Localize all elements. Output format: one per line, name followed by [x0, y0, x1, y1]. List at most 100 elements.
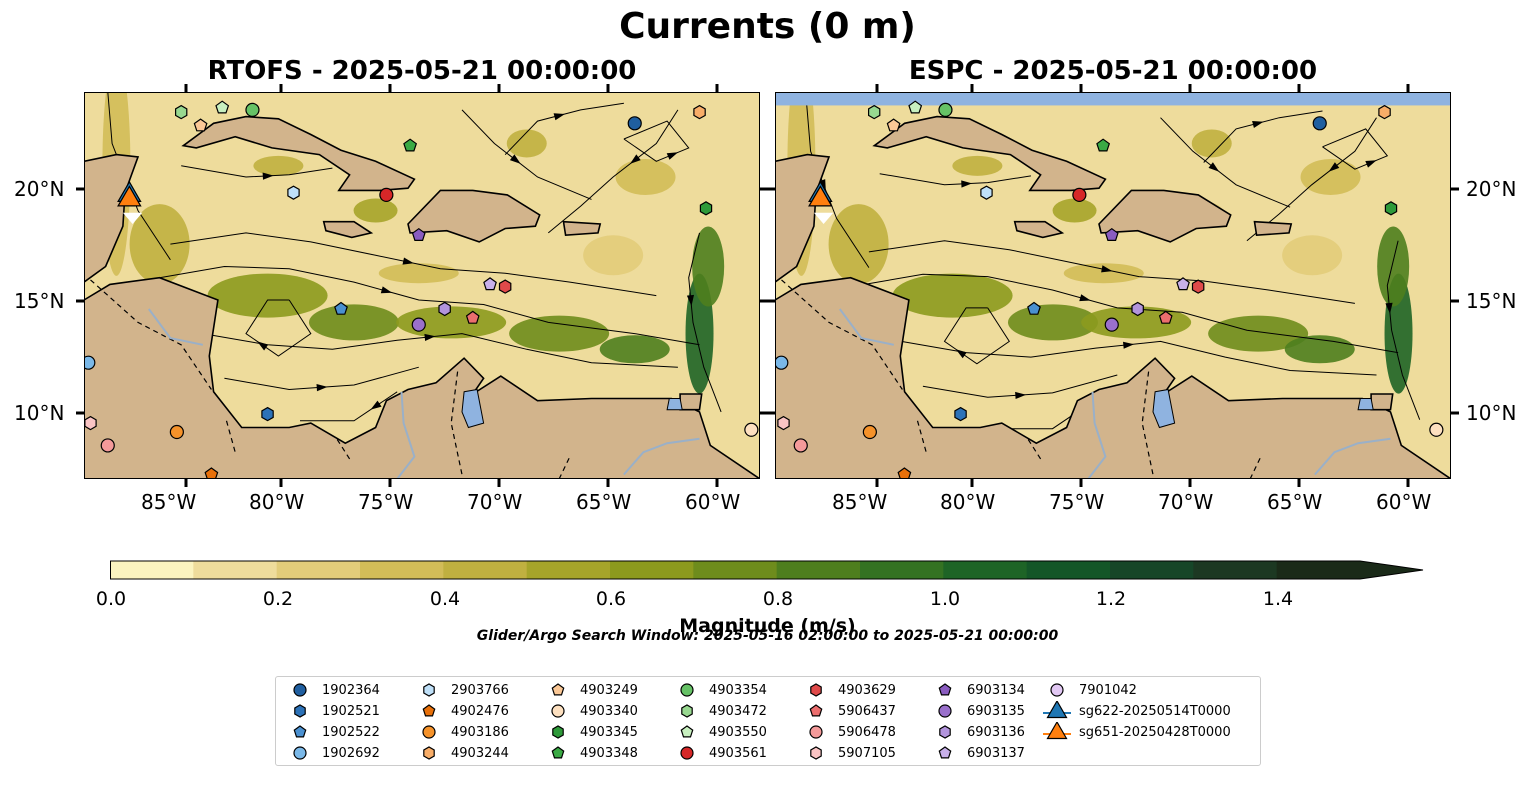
- legend-item: 5906478: [802, 722, 896, 742]
- x-tick-label: 60°W: [685, 490, 741, 514]
- legend-item: 4903186: [415, 722, 509, 742]
- streamline-arrow: [1079, 294, 1091, 302]
- legend-label: sg651-20250428T0000: [1079, 724, 1231, 740]
- colorbar-bin: [110, 561, 194, 579]
- land-hispaniola: [1098, 189, 1232, 243]
- map-panel-rtofs[interactable]: [84, 92, 760, 479]
- legend-marker: [938, 704, 952, 718]
- streamline: [159, 265, 700, 346]
- colorbar-bin: [693, 561, 778, 579]
- x-tick-label: 70°W: [467, 490, 523, 514]
- legend-label: 4903629: [838, 682, 896, 698]
- colorbar-tick-label: 0.8: [762, 588, 794, 610]
- speed-contour: [828, 204, 889, 285]
- legend-item: 6903135: [931, 701, 1025, 721]
- y-tick-label: 20°N: [14, 177, 65, 201]
- river: [396, 391, 416, 479]
- legend-item: 7901042: [1043, 680, 1137, 700]
- argo-float-marker: [245, 102, 260, 117]
- argo-float-marker: [174, 104, 188, 120]
- legend-label: 1902692: [322, 745, 380, 761]
- x-tick-label: 70°W: [1158, 490, 1214, 514]
- legend-item: 2903766: [415, 680, 509, 700]
- x-tick-label: 60°W: [1376, 490, 1432, 514]
- x-tick-label: 80°W: [249, 490, 305, 514]
- legend-item: 6903134: [931, 680, 1025, 700]
- colorbar-tick-label: 0.0: [95, 588, 127, 610]
- argo-float-marker: [793, 438, 808, 453]
- streamline-arrow: [1015, 391, 1027, 399]
- streamline-arrow: [1328, 162, 1340, 172]
- streamline-arrow: [262, 172, 274, 180]
- argo-float-marker: [204, 467, 219, 479]
- streamline-arrow: [402, 257, 414, 265]
- streamline-arrow: [630, 154, 641, 164]
- argo-float-marker: [483, 277, 497, 291]
- argo-float-marker: [403, 138, 418, 152]
- speed-contour: [207, 273, 328, 318]
- speed-contour: [1377, 226, 1410, 307]
- land-puertorico: [1253, 220, 1293, 237]
- legend-label: 4903186: [451, 724, 509, 740]
- streamline: [688, 232, 722, 413]
- river: [147, 308, 204, 346]
- legend-marker: [810, 746, 822, 760]
- colorbar-tick-label: 1.2: [1095, 588, 1127, 610]
- argo-float-marker: [334, 301, 348, 315]
- river: [1087, 391, 1107, 479]
- legend-label: 5907105: [838, 745, 896, 761]
- land-trinidad: [679, 393, 703, 411]
- argo-float-marker: [411, 227, 426, 241]
- water-body: [1152, 388, 1176, 429]
- glider-marker: [117, 185, 142, 207]
- legend-label: 4903354: [709, 682, 767, 698]
- legend-item: 5907105: [802, 743, 896, 763]
- panel-title-espc: ESPC - 2025-05-21 00:00:00: [908, 56, 1318, 86]
- x-tick-label: 85°W: [141, 490, 197, 514]
- legend-label: 4902476: [451, 703, 509, 719]
- legend-label: 4903249: [580, 682, 638, 698]
- nodata-strip: [775, 92, 1451, 106]
- country-border: [781, 279, 903, 390]
- country-border: [916, 420, 927, 453]
- legend-item: 6903137: [931, 743, 1025, 763]
- argo-float-marker: [215, 100, 230, 114]
- country-border: [558, 456, 571, 479]
- legend-label: 4903550: [709, 724, 767, 740]
- colorbar-extend-arrow: [1360, 561, 1423, 579]
- argo-float-marker: [465, 310, 480, 324]
- colorbar-gradient: [110, 560, 1424, 580]
- x-tick-label: 80°W: [940, 490, 996, 514]
- argo-float-marker: [627, 116, 642, 131]
- streamline: [547, 109, 679, 234]
- argo-float-marker: [287, 185, 300, 200]
- y-tick-label: 15°N: [14, 289, 65, 313]
- colorbar-bin: [193, 561, 278, 579]
- y-tick-label: 15°N: [1466, 289, 1517, 313]
- legend-marker: [938, 683, 952, 696]
- legend: 1902364 1902521 1902522 1902692 2903766 49024…: [275, 676, 1261, 766]
- colorbar-bin: [1026, 561, 1111, 579]
- legend-marker: [809, 704, 823, 717]
- argo-float-marker: [908, 100, 923, 114]
- river: [838, 308, 895, 346]
- argo-float-marker: [1104, 227, 1119, 241]
- argo-float-marker: [1158, 310, 1173, 324]
- streamlines: [107, 92, 722, 431]
- water-body: [461, 388, 485, 429]
- river: [1314, 437, 1391, 476]
- streamline-arrow: [424, 333, 436, 341]
- argo-float-marker: [980, 185, 993, 200]
- streamline: [1386, 240, 1421, 420]
- legend-item: 4903550: [673, 722, 767, 742]
- y-tick-label: 10°N: [14, 401, 65, 425]
- map-panel-espc[interactable]: [775, 92, 1451, 479]
- argo-float-marker: [938, 102, 953, 117]
- land-cuba: [181, 115, 416, 192]
- streamlines: [805, 99, 1421, 439]
- streamline-arrow: [1208, 162, 1220, 172]
- streamline: [1322, 128, 1389, 170]
- argo-float-marker: [744, 422, 759, 437]
- streamline-arrow: [1101, 265, 1113, 273]
- legend-marker: [681, 704, 693, 718]
